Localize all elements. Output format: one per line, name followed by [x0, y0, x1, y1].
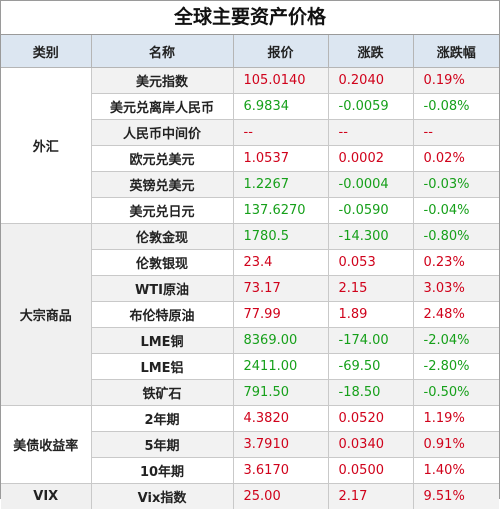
- page-title: 全球主要资产价格: [1, 1, 499, 35]
- price-cell: 137.6270: [233, 198, 328, 224]
- name-cell: 5年期: [91, 432, 233, 458]
- name-cell: 伦敦金现: [91, 224, 233, 250]
- price-cell: 791.50: [233, 380, 328, 406]
- name-cell: 2年期: [91, 406, 233, 432]
- change-cell: -0.0590: [328, 198, 413, 224]
- price-cell: 1780.5: [233, 224, 328, 250]
- change-cell: -0.0059: [328, 94, 413, 120]
- price-cell: 6.9834: [233, 94, 328, 120]
- name-cell: 美元兑离岸人民币: [91, 94, 233, 120]
- pct-cell: 3.03%: [413, 276, 499, 302]
- pct-cell: 0.91%: [413, 432, 499, 458]
- change-cell: 0.0500: [328, 458, 413, 484]
- price-cell: 23.4: [233, 250, 328, 276]
- price-cell: 77.99: [233, 302, 328, 328]
- pct-cell: -0.03%: [413, 172, 499, 198]
- change-cell: 2.15: [328, 276, 413, 302]
- category-cell: 外汇: [1, 68, 91, 224]
- pct-cell: --: [413, 120, 499, 146]
- name-cell: 人民币中间价: [91, 120, 233, 146]
- category-cell: VIX: [1, 484, 91, 509]
- name-cell: LME铝: [91, 354, 233, 380]
- pct-cell: -2.80%: [413, 354, 499, 380]
- pct-cell: -0.04%: [413, 198, 499, 224]
- name-cell: 英镑兑美元: [91, 172, 233, 198]
- change-cell: 0.0002: [328, 146, 413, 172]
- table-header-row: 类别 名称 报价 涨跌 涨跌幅: [1, 35, 499, 68]
- change-cell: -18.50: [328, 380, 413, 406]
- pct-cell: 0.19%: [413, 68, 499, 94]
- change-cell: 0.2040: [328, 68, 413, 94]
- price-cell: 4.3820: [233, 406, 328, 432]
- price-cell: 3.6170: [233, 458, 328, 484]
- change-cell: 1.89: [328, 302, 413, 328]
- price-cell: 1.2267: [233, 172, 328, 198]
- price-cell: 105.0140: [233, 68, 328, 94]
- pct-cell: -0.50%: [413, 380, 499, 406]
- change-cell: 0.053: [328, 250, 413, 276]
- pct-cell: 0.23%: [413, 250, 499, 276]
- change-cell: -174.00: [328, 328, 413, 354]
- header-pct: 涨跌幅: [413, 35, 499, 68]
- price-cell: --: [233, 120, 328, 146]
- name-cell: 铁矿石: [91, 380, 233, 406]
- pct-cell: 9.51%: [413, 484, 499, 509]
- change-cell: 0.0520: [328, 406, 413, 432]
- change-cell: -14.300: [328, 224, 413, 250]
- name-cell: LME铜: [91, 328, 233, 354]
- pct-cell: 1.19%: [413, 406, 499, 432]
- name-cell: 美元指数: [91, 68, 233, 94]
- name-cell: 欧元兑美元: [91, 146, 233, 172]
- price-cell: 25.00: [233, 484, 328, 509]
- change-cell: -0.0004: [328, 172, 413, 198]
- name-cell: WTI原油: [91, 276, 233, 302]
- category-cell: 美债收益率: [1, 406, 91, 484]
- change-cell: --: [328, 120, 413, 146]
- name-cell: 美元兑日元: [91, 198, 233, 224]
- name-cell: 布伦特原油: [91, 302, 233, 328]
- price-cell: 8369.00: [233, 328, 328, 354]
- name-cell: 10年期: [91, 458, 233, 484]
- pct-cell: -2.04%: [413, 328, 499, 354]
- header-category: 类别: [1, 35, 91, 68]
- pct-cell: 1.40%: [413, 458, 499, 484]
- pct-cell: -0.08%: [413, 94, 499, 120]
- pct-cell: 0.02%: [413, 146, 499, 172]
- name-cell: 伦敦银现: [91, 250, 233, 276]
- header-price: 报价: [233, 35, 328, 68]
- category-cell: 大宗商品: [1, 224, 91, 406]
- change-cell: 0.0340: [328, 432, 413, 458]
- header-name: 名称: [91, 35, 233, 68]
- price-cell: 73.17: [233, 276, 328, 302]
- pct-cell: -0.80%: [413, 224, 499, 250]
- header-change: 涨跌: [328, 35, 413, 68]
- change-cell: -69.50: [328, 354, 413, 380]
- price-cell: 3.7910: [233, 432, 328, 458]
- change-cell: 2.17: [328, 484, 413, 509]
- price-cell: 2411.00: [233, 354, 328, 380]
- name-cell: Vix指数: [91, 484, 233, 509]
- price-cell: 1.0537: [233, 146, 328, 172]
- pct-cell: 2.48%: [413, 302, 499, 328]
